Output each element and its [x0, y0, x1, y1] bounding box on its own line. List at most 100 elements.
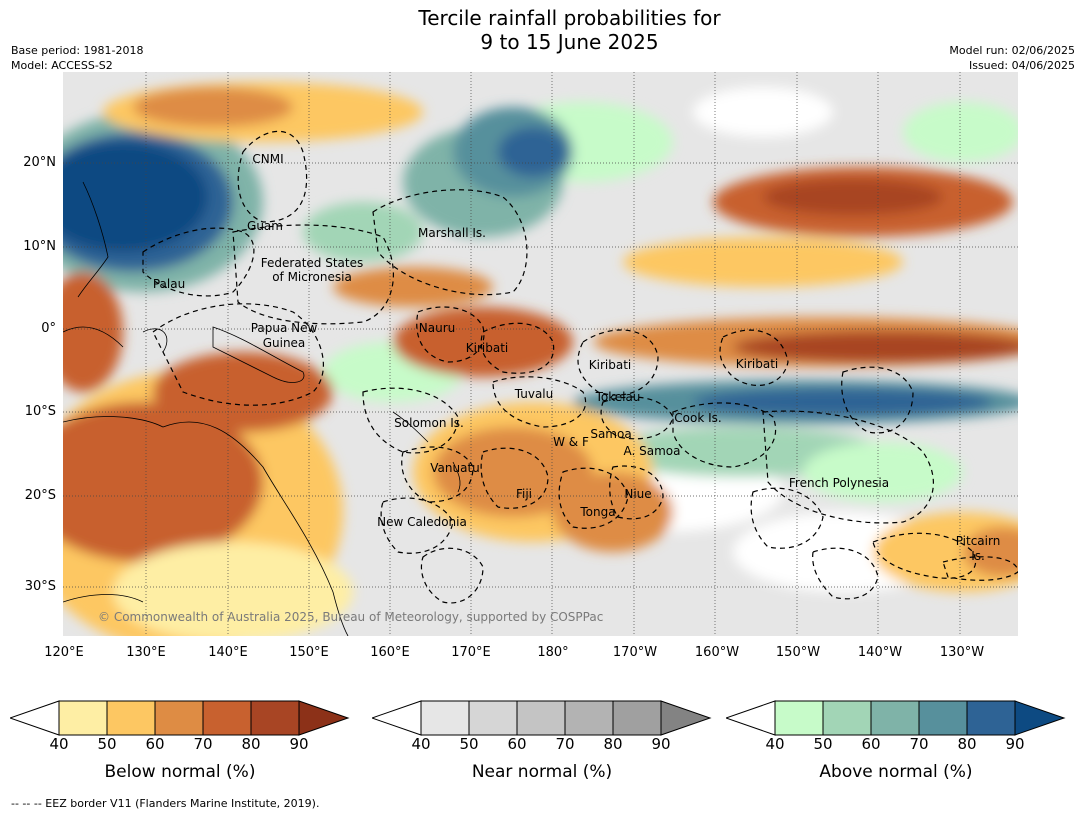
region-label-pitcairn-1: Pitcairn	[955, 534, 1001, 548]
cbar-tick: 90	[651, 735, 671, 753]
colorbar-above-segment	[822, 700, 872, 736]
colorbar-below-normal	[10, 700, 350, 736]
colorbar-below-segment	[298, 700, 350, 736]
region-label-marshall: Marshall Is.	[418, 226, 486, 240]
lon-tick-120e: 120°E	[44, 645, 84, 660]
colorbar-near-segment	[372, 700, 422, 736]
region-label-kiribati-central: Kiribati	[588, 358, 632, 372]
colorbar-above-segment	[726, 700, 776, 736]
lon-tick-150e: 150°E	[289, 645, 329, 660]
cbar-tick: 70	[909, 735, 929, 753]
lat-tick-30s: 30°S	[24, 579, 56, 594]
region-label-kiribati-east: Kiribati	[735, 357, 779, 371]
colorbar-below-segment	[202, 700, 252, 736]
region-label-new-caledonia: New Caledonia	[377, 515, 467, 529]
base-period: Base period: 1981-2018	[11, 44, 144, 57]
colorbar-above-segment	[1014, 700, 1066, 736]
colorbar-near-normal	[372, 700, 712, 736]
region-label-kiribati-west: Kiribati	[465, 341, 509, 355]
colorbar-near-segment	[612, 700, 662, 736]
eez-legend-note: -- -- -- EEZ border V11 (Flanders Marine…	[11, 797, 320, 810]
cbar-tick: 40	[411, 735, 431, 753]
meta-right: Model run: 02/06/2025 Issued: 04/06/2025	[949, 43, 1075, 73]
model-run: Model run: 02/06/2025	[949, 44, 1075, 57]
cbar-tick: 80	[241, 735, 261, 753]
region-label-solomon: Solomon Is.	[394, 416, 464, 430]
colorbar-above-segment	[774, 700, 824, 736]
region-label-cnmi: CNMI	[252, 152, 284, 166]
cbar-tick: 80	[957, 735, 977, 753]
colorbar-below-segment	[154, 700, 204, 736]
cbar-tick: 90	[1005, 735, 1025, 753]
cbar-tick: 70	[555, 735, 575, 753]
lon-tick-170e: 170°E	[451, 645, 491, 660]
lon-tick-170w: 170°W	[612, 645, 658, 660]
region-label-png-1: Papua New	[250, 321, 318, 335]
title-line-1: Tercile rainfall probabilities for	[418, 6, 721, 30]
region-label-fiji: Fiji	[515, 487, 533, 501]
lon-tick-160e: 160°E	[370, 645, 410, 660]
region-label-vanuatu: Vanuatu	[430, 461, 480, 475]
rainfall-map	[63, 72, 1018, 636]
colorbar-near-segment	[660, 700, 712, 736]
title-line-2: 9 to 15 June 2025	[480, 30, 659, 54]
colorbar-near-segment	[420, 700, 470, 736]
cbar-tick: 50	[97, 735, 117, 753]
cbar-tick: 90	[289, 735, 309, 753]
cbar-tick: 60	[145, 735, 165, 753]
lon-tick-180: 180°	[537, 645, 569, 660]
cbar-tick: 60	[861, 735, 881, 753]
map-canvas	[63, 72, 1018, 636]
colorbar-near-segment	[516, 700, 566, 736]
colorbar-above-segment	[918, 700, 968, 736]
colorbar-near-title: Near normal (%)	[471, 762, 613, 782]
cbar-tick: 40	[49, 735, 69, 753]
map-title: Tercile rainfall probabilities for 9 to …	[0, 6, 1085, 54]
cbar-tick: 50	[813, 735, 833, 753]
region-label-american-samoa: A. Samoa	[623, 444, 681, 458]
lat-tick-10s: 10°S	[24, 404, 56, 419]
colorbar-above-segment	[966, 700, 1016, 736]
lon-tick-130e: 130°E	[126, 645, 166, 660]
cbar-tick: 50	[459, 735, 479, 753]
lon-tick-160w: 160°W	[694, 645, 740, 660]
region-label-fsm-2: of Micronesia	[272, 270, 352, 284]
colorbar-below-segment	[10, 700, 60, 736]
cbar-tick: 70	[193, 735, 213, 753]
colorbar-below-segment	[58, 700, 108, 736]
lat-tick-0: 0°	[41, 321, 56, 336]
lon-tick-140w: 140°W	[857, 645, 903, 660]
lon-tick-150w: 150°W	[775, 645, 821, 660]
issued-date: Issued: 04/06/2025	[968, 59, 1075, 72]
region-label-nauru: Nauru	[418, 321, 456, 335]
region-label-cook: Cook Is.	[674, 411, 722, 425]
region-label-palau: Palau	[152, 277, 186, 291]
colorbar-above-normal	[726, 700, 1066, 736]
region-label-samoa: Samoa	[590, 427, 632, 441]
region-label-tonga: Tonga	[580, 505, 616, 519]
colorbar-below-title: Below normal (%)	[104, 762, 256, 782]
region-label-niue: Niue	[624, 487, 652, 501]
region-label-pitcairn-2: Is.	[971, 549, 985, 563]
colorbar-near-segment	[564, 700, 614, 736]
cbar-tick: 80	[603, 735, 623, 753]
region-label-png-2: Guinea	[262, 336, 306, 350]
colorbar-below-segment	[106, 700, 156, 736]
lon-tick-140e: 140°E	[208, 645, 248, 660]
region-label-fsm-1: Federated States	[260, 256, 364, 270]
colorbar-near-segment	[468, 700, 518, 736]
region-label-wallis-futuna: W & F	[553, 435, 589, 449]
model-name: Model: ACCESS-S2	[11, 59, 113, 72]
colorbar-above-title: Above normal (%)	[819, 762, 973, 782]
cbar-tick: 40	[765, 735, 785, 753]
lon-tick-130w: 130°W	[939, 645, 985, 660]
meta-left: Base period: 1981-2018 Model: ACCESS-S2	[11, 43, 143, 73]
region-label-french-polynesia: French Polynesia	[788, 476, 890, 490]
region-label-tuvalu: Tuvalu	[514, 387, 554, 401]
lat-tick-10n: 10°N	[23, 239, 56, 254]
region-label-guam: Guam	[247, 219, 283, 233]
region-label-tokelau: Tokelau	[595, 390, 641, 404]
lat-tick-20s: 20°S	[24, 488, 56, 503]
copyright-notice: © Commonwealth of Australia 2025, Bureau…	[98, 610, 604, 624]
colorbar-below-segment	[250, 700, 300, 736]
